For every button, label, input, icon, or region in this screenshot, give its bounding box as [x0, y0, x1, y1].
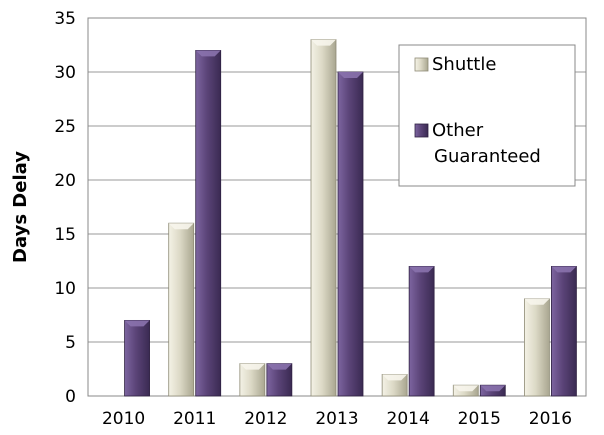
legend-item-shuttle: Shuttle [414, 54, 496, 75]
x-tick-label: 2015 [458, 409, 501, 429]
y-tick-label: 15 [54, 225, 76, 245]
x-tick-label: 2010 [102, 409, 145, 429]
bar-shuttle-2013 [310, 39, 337, 397]
y-tick-label: 25 [54, 117, 76, 137]
bar-other-guaranteed-2015 [479, 384, 506, 397]
y-tick-label: 35 [54, 9, 76, 29]
bar-shuttle-2014 [381, 373, 408, 397]
x-tick-label: 2014 [387, 409, 430, 429]
bar-shuttle-2011 [168, 222, 195, 397]
legend: Shuttle Other Guaranteed [398, 44, 576, 187]
bar-other-guaranteed-2014 [408, 265, 435, 397]
y-tick-label: 10 [54, 279, 76, 299]
y-tick-label: 30 [54, 63, 76, 83]
bars [124, 39, 577, 397]
legend-swatch [414, 123, 429, 138]
x-tick-label: 2012 [244, 409, 287, 429]
legend-label: Shuttle [432, 54, 496, 75]
legend-item-other-guaranteed: Other Guaranteed [414, 120, 541, 167]
legend-swatch [414, 57, 429, 72]
y-tick-label: 20 [54, 171, 76, 191]
bar-shuttle-2015 [452, 384, 479, 397]
bar-other-guaranteed-2012 [266, 363, 293, 397]
bar-other-guaranteed-2013 [337, 71, 364, 397]
x-axis-ticks: 2010 2011 2012 2013 2014 2015 2016 [102, 409, 572, 429]
legend-label: Other [432, 120, 484, 141]
bar-shuttle-2012 [239, 363, 266, 397]
bar-shuttle-2016 [524, 298, 550, 397]
y-axis-ticks: 0 5 10 15 20 25 30 35 [54, 9, 76, 407]
legend-label: Guaranteed [434, 146, 541, 167]
bar-other-guaranteed-2010 [124, 319, 150, 397]
y-axis-label: Days Delay [10, 151, 31, 263]
bar-other-guaranteed-2011 [195, 50, 222, 397]
x-tick-label: 2016 [529, 409, 572, 429]
x-tick-label: 2013 [315, 409, 358, 429]
y-tick-label: 0 [65, 387, 76, 407]
x-tick-label: 2011 [173, 409, 216, 429]
plot-area-frame [87, 17, 587, 397]
y-tick-label: 5 [65, 333, 76, 353]
bar-other-guaranteed-2016 [551, 265, 577, 397]
